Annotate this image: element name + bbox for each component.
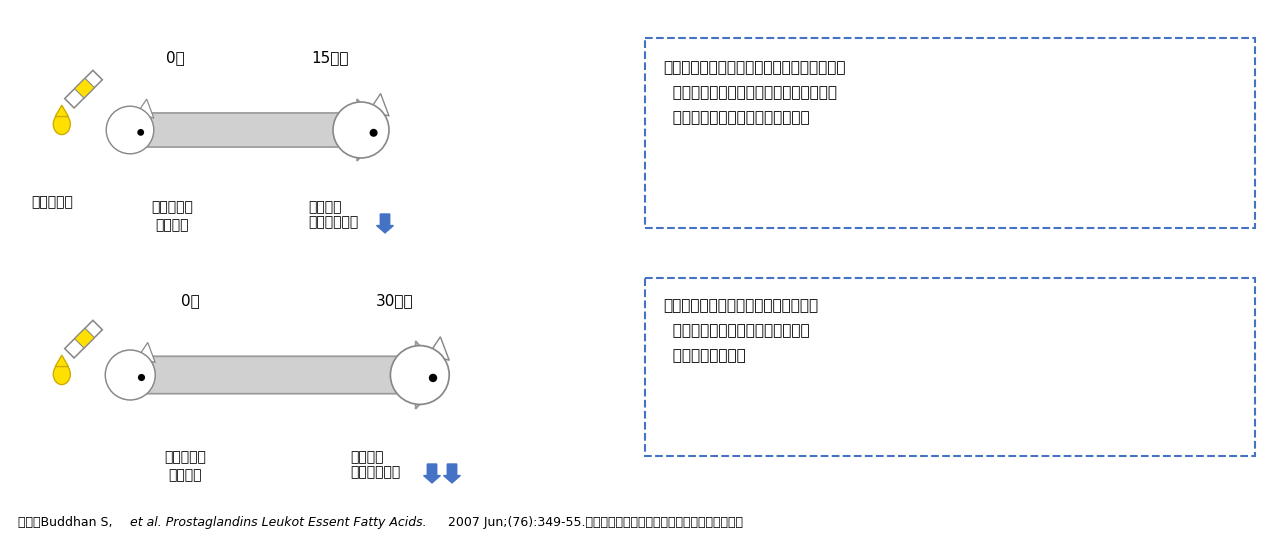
Polygon shape: [137, 342, 155, 363]
Text: 15日後: 15日後: [312, 50, 349, 65]
Text: スクアレン
摂取開始: スクアレン 摂取開始: [151, 200, 193, 232]
Text: 0日: 0日: [181, 293, 200, 308]
Circle shape: [370, 129, 378, 137]
Polygon shape: [125, 99, 385, 161]
Polygon shape: [444, 464, 460, 483]
Polygon shape: [75, 78, 94, 98]
Text: et al. Prostaglandins Leukot Essent Fatty Acids.: et al. Prostaglandins Leukot Essent Fatt…: [130, 516, 431, 529]
Circle shape: [391, 346, 449, 404]
Circle shape: [106, 350, 155, 400]
Circle shape: [429, 374, 438, 382]
Text: 2007 Jun;(76):349-55.のデータをもとに学術部にてイメージ図を作成: 2007 Jun;(76):349-55.のデータをもとに学術部にてイメージ図を…: [448, 516, 743, 529]
Polygon shape: [424, 464, 440, 483]
Text: 肝臓中の: 肝臓中の: [308, 200, 341, 214]
FancyBboxPatch shape: [645, 38, 1255, 228]
Polygon shape: [55, 105, 69, 117]
Text: ・スクアレンは臓器・細胞内の脂質の
  酸化を防ぐことに寄与することが
  示唆されました。: ・スクアレンは臓器・細胞内の脂質の 酸化を防ぐことに寄与することが 示唆されまし…: [663, 298, 818, 364]
Polygon shape: [75, 328, 94, 348]
Polygon shape: [65, 71, 102, 108]
Text: 過酸化脂質量: 過酸化脂質量: [308, 215, 359, 229]
Text: 過酸化脂質量: 過酸化脂質量: [350, 465, 401, 479]
Circle shape: [137, 129, 144, 136]
FancyBboxPatch shape: [645, 278, 1255, 456]
Text: ・スクアレンを摂取したラットは、摂取日数
  の増加に伴い、肝臓中の過酸化脂質量の
  有意な減少が報告されています。: ・スクアレンを摂取したラットは、摂取日数 の増加に伴い、肝臓中の過酸化脂質量の …: [663, 60, 846, 126]
Text: 0日: 0日: [165, 50, 184, 65]
Circle shape: [333, 102, 389, 158]
Polygon shape: [137, 99, 154, 118]
Polygon shape: [377, 214, 393, 233]
Text: 出典：Buddhan S,: 出典：Buddhan S,: [18, 516, 121, 529]
Text: 30日後: 30日後: [377, 293, 413, 308]
Text: 肝臓中の: 肝臓中の: [350, 450, 383, 464]
Ellipse shape: [53, 364, 70, 385]
Circle shape: [106, 106, 154, 154]
Polygon shape: [369, 93, 389, 116]
Polygon shape: [429, 337, 449, 360]
Ellipse shape: [53, 113, 70, 135]
Text: スクアレン
摂取開始: スクアレン 摂取開始: [164, 450, 206, 483]
Text: スクアレン: スクアレン: [31, 195, 73, 209]
Circle shape: [137, 374, 145, 381]
Polygon shape: [125, 341, 445, 409]
Polygon shape: [65, 320, 102, 358]
Polygon shape: [55, 355, 69, 366]
